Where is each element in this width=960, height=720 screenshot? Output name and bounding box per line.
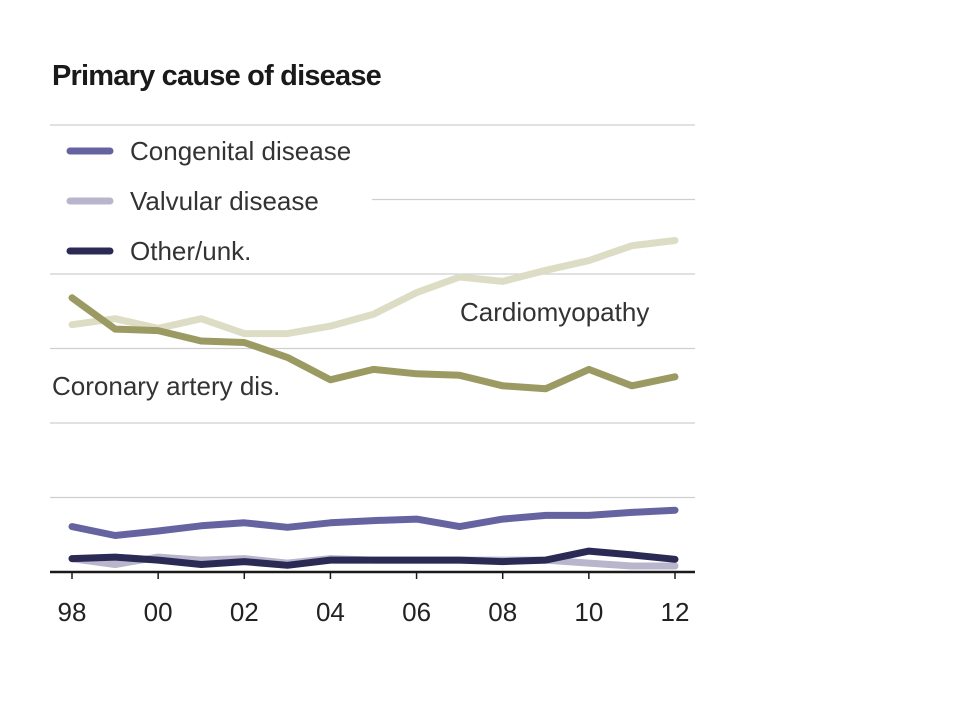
series-line-other-unk xyxy=(68,547,679,569)
x-tick-label: 06 xyxy=(402,597,431,627)
annotation-coronary-artery-dis: Coronary artery dis. xyxy=(52,371,280,401)
x-tick-label: 08 xyxy=(488,597,517,627)
x-tick-label: 10 xyxy=(574,597,603,627)
x-ticks: 98 00 02 04 06 08 10 12 xyxy=(58,572,690,627)
annotations: Cardiomyopathy Coronary artery dis. xyxy=(52,297,649,401)
series-line-congenital-disease xyxy=(68,506,679,539)
x-tick-label: 04 xyxy=(316,597,345,627)
annotation-cardiomyopathy: Cardiomyopathy xyxy=(460,297,649,327)
x-tick-label: 98 xyxy=(58,597,87,627)
series-line-coronary-artery-dis xyxy=(68,294,679,393)
chart-title: Primary cause of disease xyxy=(52,60,382,92)
series-lines xyxy=(68,237,679,570)
legend-label-congenital-disease: Congenital disease xyxy=(130,136,351,166)
legend: Congenital disease Valvular disease Other/… xyxy=(66,136,351,266)
legend-label-valvular-disease: Valvular disease xyxy=(130,186,319,216)
series-line-cardiomyopathy xyxy=(68,237,679,338)
legend-label-other-unk: Other/unk. xyxy=(130,236,251,266)
x-tick-label: 00 xyxy=(144,597,173,627)
x-tick-label: 02 xyxy=(230,597,259,627)
x-tick-label: 12 xyxy=(661,597,690,627)
gridlines xyxy=(50,124,695,499)
